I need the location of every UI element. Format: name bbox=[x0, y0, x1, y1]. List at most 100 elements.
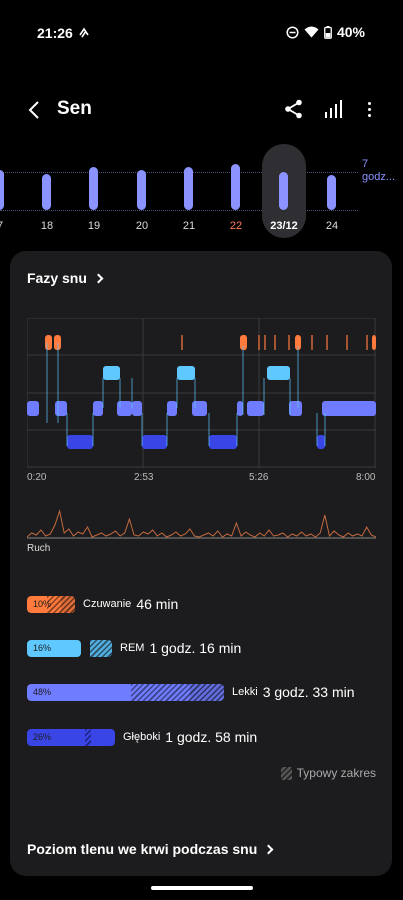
sleep-phases-card: Fazy snu 0:20 2:53 5:26 8:00 Ruch 10% Czu… bbox=[10, 251, 392, 876]
sleep-duration-bar bbox=[184, 167, 193, 210]
sleep-duration-bar bbox=[89, 167, 98, 210]
hypnogram-segment-light bbox=[117, 401, 132, 416]
stage-bar: 16% bbox=[27, 639, 112, 657]
day-20[interactable]: 20 bbox=[120, 140, 164, 240]
sleep-duration-bar bbox=[231, 164, 240, 210]
battery-icon bbox=[324, 25, 332, 39]
stage-duration: 1 godz. 16 min bbox=[149, 640, 242, 656]
nfc-icon bbox=[79, 27, 89, 38]
stage-bar: 48% bbox=[27, 683, 224, 701]
day-23-12[interactable]: 23/12 bbox=[262, 140, 306, 240]
week-selector: 7 18 19 20 21 22 23/12 24 7 godz... bbox=[0, 140, 403, 245]
status-bar: 21:26 40% bbox=[0, 0, 403, 64]
stage-row-awake: 10% Czuwanie 46 min bbox=[27, 595, 178, 613]
page-title: Sen bbox=[57, 98, 92, 119]
day-21[interactable]: 21 bbox=[167, 140, 211, 240]
movement-chart bbox=[27, 509, 376, 539]
stage-name: REM bbox=[120, 642, 145, 654]
share-icon[interactable] bbox=[283, 98, 305, 120]
typical-range-hatch bbox=[131, 683, 224, 701]
stage-percent: 10% bbox=[33, 598, 52, 609]
stage-percent: 48% bbox=[33, 686, 52, 697]
stage-row-light: 48% Lekki 3 godz. 33 min bbox=[27, 683, 355, 701]
hypnogram-segment-light bbox=[237, 401, 243, 416]
status-icons: 40% bbox=[286, 24, 365, 40]
stage-fill bbox=[27, 639, 81, 657]
hypnogram-segment-deep bbox=[317, 435, 325, 449]
stage-name: Czuwanie bbox=[83, 598, 132, 610]
hypnogram-segment-rem bbox=[103, 366, 120, 380]
stage-duration: 46 min bbox=[136, 596, 179, 612]
stage-name: Lekki bbox=[232, 686, 258, 698]
battery-level: 40% bbox=[336, 24, 365, 40]
chevron-right-icon bbox=[93, 273, 104, 283]
day-label: 24 bbox=[325, 220, 339, 232]
time-label-2: 2:53 bbox=[134, 472, 154, 483]
movement-label: Ruch bbox=[27, 543, 51, 554]
time-label-end: 8:00 bbox=[356, 472, 376, 483]
sleep-duration-bar bbox=[327, 175, 336, 210]
day-18[interactable]: 18 bbox=[25, 140, 69, 240]
sleep-duration-bar bbox=[0, 170, 4, 210]
hypnogram-segment-deep bbox=[209, 435, 237, 449]
sleep-phases-title[interactable]: Fazy snu bbox=[27, 270, 104, 286]
stage-row-deep: 26% Głęboki 1 godz. 58 min bbox=[27, 728, 257, 746]
hypnogram-segment-awake bbox=[372, 335, 376, 350]
stage-percent: 16% bbox=[33, 642, 52, 653]
home-indicator[interactable] bbox=[151, 886, 253, 890]
hypnogram-chart bbox=[27, 318, 376, 468]
hypnogram-segment-light bbox=[132, 401, 142, 416]
stage-bar: 26% bbox=[27, 728, 115, 746]
stage-percent: 26% bbox=[33, 731, 52, 742]
hypnogram-segment-light bbox=[93, 401, 103, 416]
baseline-line bbox=[0, 210, 358, 211]
typical-range-hatch bbox=[90, 639, 112, 657]
day-label: 21 bbox=[182, 220, 196, 232]
status-time: 21:26 bbox=[37, 25, 73, 41]
hypnogram-segment-light bbox=[27, 401, 39, 416]
typical-range-legend: Typowy zakres bbox=[280, 766, 376, 780]
chevron-left-icon bbox=[28, 101, 39, 119]
movement-line bbox=[27, 509, 376, 538]
goal-label: 7 godz... bbox=[362, 158, 396, 183]
goal-line bbox=[0, 172, 358, 173]
day-22[interactable]: 22 bbox=[214, 140, 258, 240]
back-button[interactable] bbox=[22, 96, 46, 124]
hypnogram-segment-awake bbox=[54, 335, 61, 350]
stage-fill bbox=[27, 728, 115, 746]
hypnogram-segment-light bbox=[247, 401, 264, 416]
dnd-icon bbox=[286, 25, 299, 39]
day-24[interactable]: 24 bbox=[310, 140, 354, 240]
hypnogram-segment-rem bbox=[267, 366, 290, 380]
day-19[interactable]: 19 bbox=[72, 140, 116, 240]
time-label-start: 0:20 bbox=[27, 472, 47, 483]
day-label: 23/12 bbox=[270, 220, 298, 232]
wifi-icon bbox=[304, 26, 319, 38]
hypnogram-segment-light bbox=[167, 401, 177, 416]
hypnogram-segment-light bbox=[192, 401, 207, 416]
day-label: 18 bbox=[40, 220, 54, 232]
typical-range-hatch bbox=[85, 728, 91, 746]
hypnogram-segment-deep bbox=[67, 435, 93, 449]
day-label: 22 bbox=[229, 220, 243, 232]
day-7[interactable]: 7 bbox=[0, 140, 22, 240]
hypnogram-segment-light bbox=[289, 401, 302, 416]
stage-duration: 3 godz. 33 min bbox=[262, 684, 355, 700]
stage-name: Głęboki bbox=[123, 731, 161, 743]
day-label: 19 bbox=[87, 220, 101, 232]
hypnogram-segment-light bbox=[322, 401, 376, 416]
bar-chart-icon[interactable] bbox=[323, 98, 345, 120]
day-label: 7 bbox=[0, 220, 22, 232]
hypnogram-segment-rem bbox=[177, 366, 195, 380]
hypnogram-segment-deep bbox=[142, 435, 167, 449]
hypnogram-segment-awake bbox=[45, 335, 52, 350]
typical-range-swatch bbox=[280, 766, 292, 780]
day-label: 20 bbox=[135, 220, 149, 232]
typical-range-hatch bbox=[47, 595, 75, 613]
spo2-title[interactable]: Poziom tlenu we krwi podczas snu bbox=[27, 841, 274, 857]
more-options-icon[interactable] bbox=[359, 98, 379, 120]
hypnogram-segment-light bbox=[55, 401, 67, 416]
sleep-duration-bar bbox=[137, 170, 146, 210]
time-label-3: 5:26 bbox=[249, 472, 269, 483]
chevron-right-icon bbox=[263, 844, 274, 854]
